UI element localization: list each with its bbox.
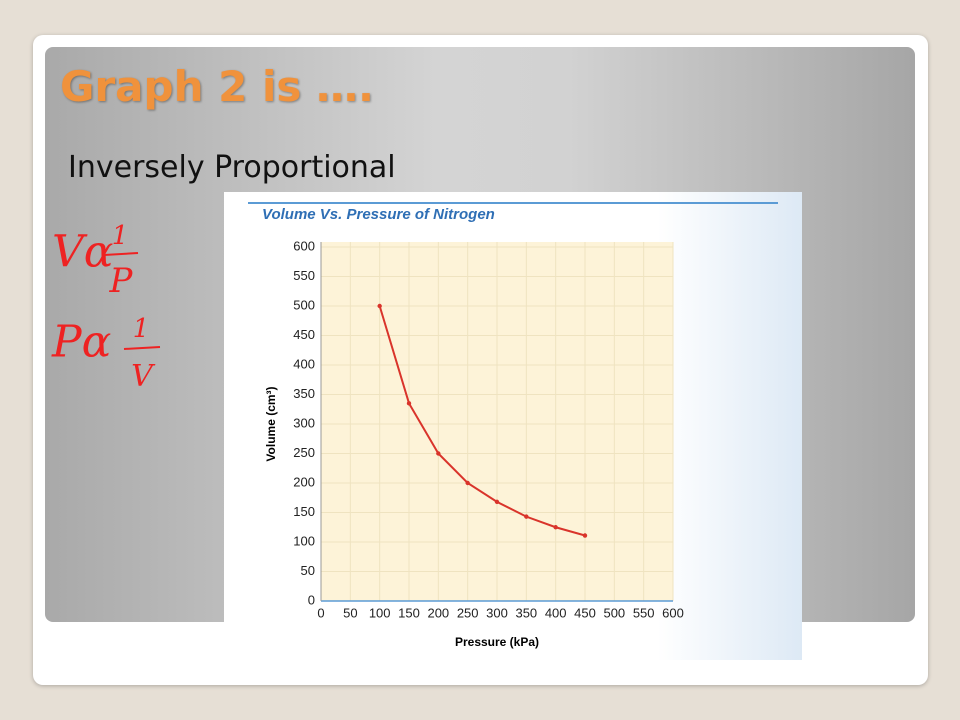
- slide-title: Graph 2 is ….: [60, 62, 374, 111]
- x-tick-label: 350: [515, 605, 537, 620]
- handwritten-denominator: P: [109, 261, 134, 301]
- x-tick-label: 500: [603, 605, 625, 620]
- x-tick-label: 550: [633, 605, 655, 620]
- y-tick-label: 100: [293, 533, 315, 548]
- data-point: [465, 480, 470, 486]
- fraction-bar: [123, 346, 161, 350]
- y-tick-label: 150: [293, 504, 315, 519]
- handwritten-denominator: V: [131, 359, 156, 394]
- data-point: [377, 303, 382, 309]
- y-tick-label: 400: [293, 356, 315, 371]
- data-point: [494, 499, 500, 505]
- x-tick-label: 150: [398, 605, 420, 620]
- x-tick-label: 100: [369, 605, 391, 620]
- y-tick-label: 600: [293, 238, 315, 253]
- data-line: [378, 305, 586, 537]
- y-tick-label: 50: [301, 563, 315, 578]
- handwritten-relation: Vα: [52, 227, 114, 278]
- data-point: [582, 533, 588, 538]
- x-tick-label: 200: [427, 605, 449, 620]
- handwritten-numerator: 1: [112, 221, 129, 251]
- y-tick-label: 350: [293, 386, 315, 401]
- slide-subtitle: Inversely Proportional: [68, 150, 396, 185]
- y-tick-label: 200: [293, 474, 315, 489]
- y-tick-label: 0: [308, 592, 315, 607]
- x-tick-label: 250: [457, 605, 479, 620]
- data-point: [436, 451, 441, 456]
- y-tick-label: 450: [293, 327, 315, 342]
- y-tick-label: 500: [293, 297, 315, 312]
- handwritten-numerator: 1: [133, 314, 150, 344]
- y-tick-label: 250: [293, 445, 315, 460]
- x-tick-label: 0: [317, 605, 324, 620]
- y-tick-label: 550: [293, 268, 315, 283]
- handwritten-relation: Pα: [51, 317, 111, 368]
- x-axis-label: Pressure (kPa): [455, 635, 539, 649]
- chart-title: Volume Vs. Pressure of Nitrogen: [262, 206, 495, 223]
- data-point: [524, 514, 529, 519]
- data-point: [553, 525, 558, 530]
- data-point: [406, 401, 412, 406]
- y-tick-label: 300: [293, 415, 315, 430]
- x-tick-label: 400: [545, 605, 567, 620]
- x-tick-label: 600: [662, 605, 684, 620]
- x-tick-label: 50: [343, 605, 357, 620]
- x-tick-label: 450: [574, 605, 596, 620]
- x-tick-label: 300: [486, 605, 508, 620]
- y-axis-label: Volume (cm³): [264, 386, 278, 461]
- fraction-bar: [103, 252, 139, 256]
